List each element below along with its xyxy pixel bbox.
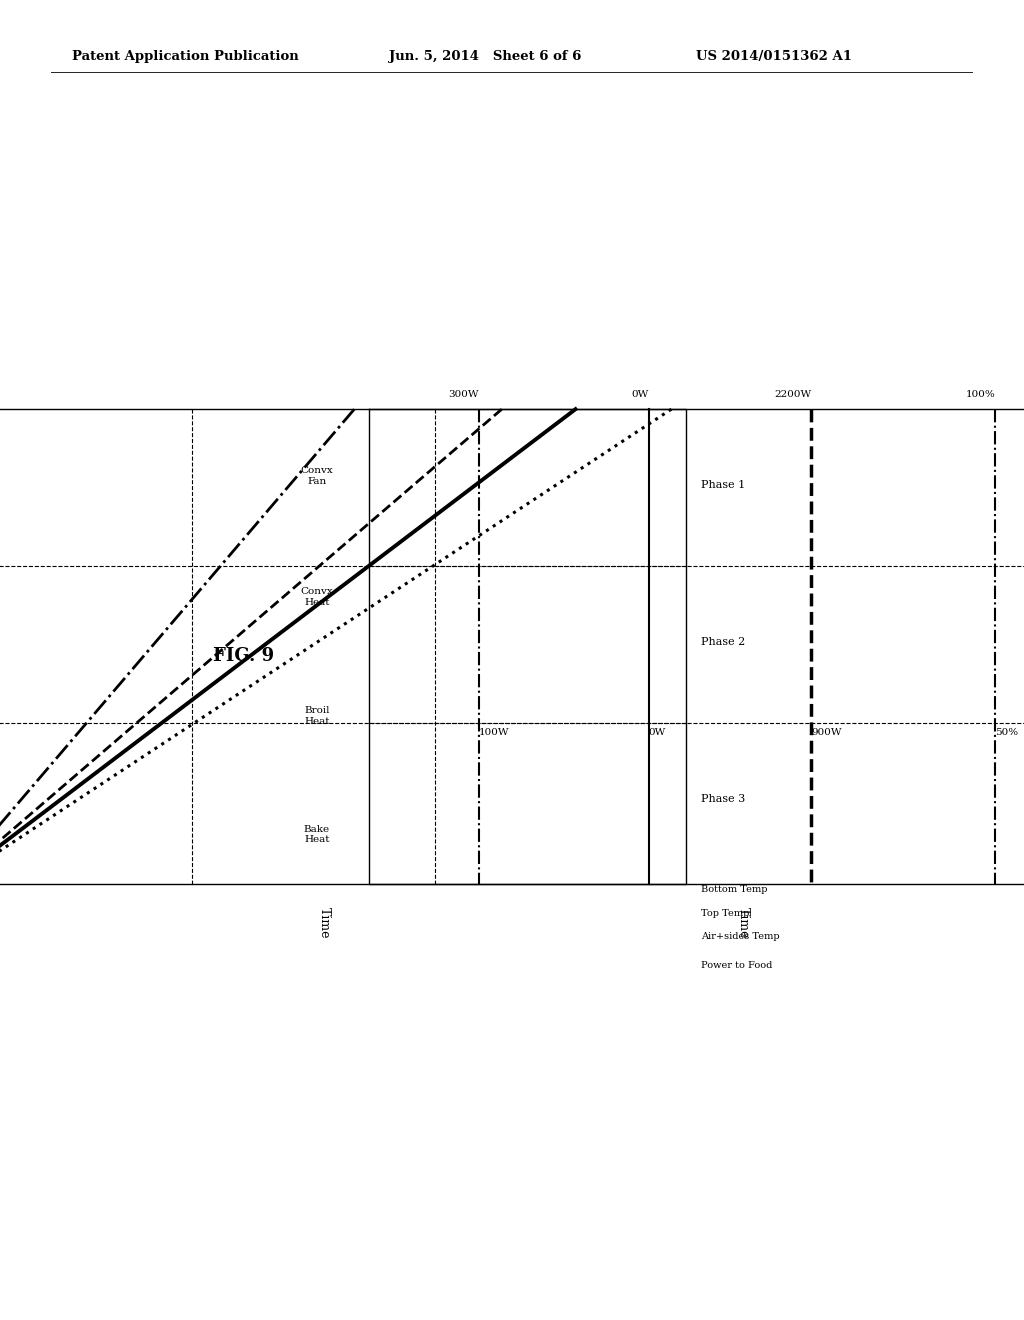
Text: Top Temp: Top Temp [700,908,750,917]
Text: Patent Application Publication: Patent Application Publication [72,50,298,63]
Text: 100W: 100W [479,727,510,737]
Text: 0W: 0W [649,727,666,737]
Text: Power to Food: Power to Food [700,961,772,970]
Text: Convx
Heat: Convx Heat [301,587,334,607]
Text: Air+sides Temp: Air+sides Temp [700,932,779,941]
Text: 0W: 0W [632,391,649,400]
Text: US 2014/0151362 A1: US 2014/0151362 A1 [696,50,852,63]
Text: FIG. 9: FIG. 9 [213,647,273,665]
Text: 100%: 100% [966,391,995,400]
Text: Phase 2: Phase 2 [700,636,745,647]
Text: Convx
Fan: Convx Fan [301,466,334,486]
Text: Bake
Heat: Bake Heat [304,825,330,845]
Text: Time: Time [317,907,331,939]
Text: 300W: 300W [449,391,479,400]
Text: Bottom Temp: Bottom Temp [700,884,767,894]
Text: Phase 3: Phase 3 [700,793,745,804]
Text: Time: Time [737,907,751,939]
Text: Broil
Heat: Broil Heat [304,706,330,726]
Text: 2200W: 2200W [774,391,811,400]
Text: Jun. 5, 2014   Sheet 6 of 6: Jun. 5, 2014 Sheet 6 of 6 [389,50,582,63]
Text: Phase 1: Phase 1 [700,480,745,490]
Text: 900W: 900W [811,727,842,737]
Text: 50%: 50% [995,727,1019,737]
